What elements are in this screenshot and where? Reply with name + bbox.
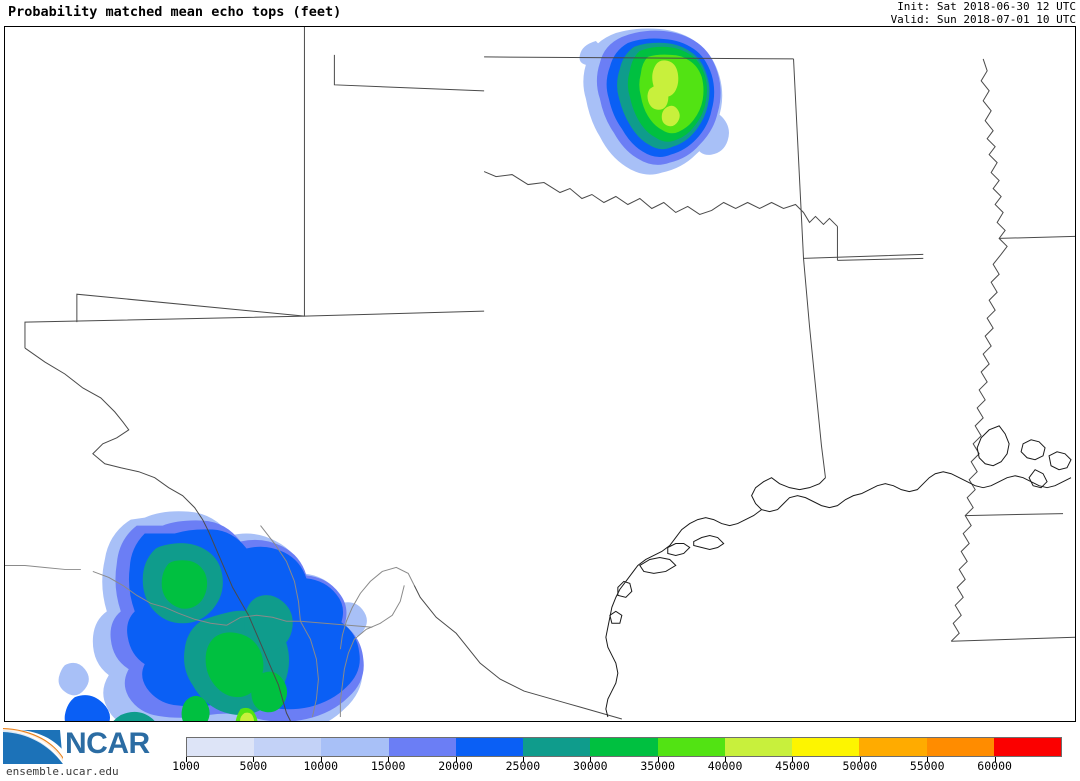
colorbar-tick-8: [725, 757, 727, 762]
colorbar-label-50000: 50000: [842, 759, 878, 773]
colorbar-band-3: [388, 738, 456, 756]
colorbar-label-60000: 60000: [977, 759, 1012, 773]
colorbar-tick-4: [455, 757, 457, 762]
colorbar-band-8: [724, 738, 793, 756]
forecast-map[interactable]: [4, 26, 1076, 722]
colorbar-label-30000: 30000: [572, 759, 608, 773]
colorbar-band-10: [859, 738, 927, 756]
forecast-timestamps: Init: Sat 2018-06-30 12 UTC Valid: Sun 2…: [890, 0, 1076, 26]
colorbar-band-5: [523, 738, 591, 756]
colorbar-band-4: [455, 738, 524, 756]
colorbar-tick-9: [792, 757, 794, 762]
colorbar-tick-1: [253, 757, 255, 762]
colorbar-label-10000: 10000: [303, 759, 339, 773]
colorbar-label-25000: 25000: [505, 759, 541, 773]
colorbar-label-35000: 35000: [640, 759, 675, 773]
colorbar-tick-12: [994, 757, 996, 762]
gulf-coastline: [605, 425, 1072, 718]
colorbar-tick-5: [522, 757, 524, 762]
colorbar-band-9: [792, 738, 860, 756]
ncar-logo-text: NCAR: [65, 727, 150, 760]
colorbar-label-55000: 55000: [909, 759, 945, 773]
map-canvas: [5, 27, 1075, 721]
init-time: Init: Sat 2018-06-30 12 UTC: [897, 0, 1076, 13]
colorbar-tick-labels: 1000 5000 10000 15000 20000 25000 30000 35000 40…: [0, 759, 1080, 779]
colorbar-ticks: [186, 757, 1062, 762]
page-title: Probability matched mean echo tops (feet…: [8, 4, 342, 20]
ncar-logo[interactable]: NCAR ensemble.ucar.edu: [2, 727, 172, 779]
colorbar-label-40000: 40000: [707, 759, 743, 773]
colorbar-tick-6: [590, 757, 592, 762]
colorbar-band-12: [993, 738, 1062, 756]
colorbar-tick-2: [320, 757, 322, 762]
colorbar-label-45000: 45000: [775, 759, 810, 773]
colorbar-tick-0: [186, 757, 187, 762]
colorbar-band-0: [187, 738, 255, 756]
colorbar-tick-11: [927, 757, 929, 762]
echo-field-oklahoma: [579, 28, 729, 175]
colorbar-label-5000: 5000: [239, 759, 268, 773]
colorbar[interactable]: [186, 737, 1062, 762]
colorbar-band-1: [254, 738, 322, 756]
colorbar-tick-7: [657, 757, 659, 762]
echo-field-southwest-texas: [58, 511, 367, 721]
ncar-logo-url: ensemble.ucar.edu: [6, 765, 119, 778]
colorbar-label-20000: 20000: [438, 759, 473, 773]
valid-time: Valid: Sun 2018-07-01 10 UTC: [890, 12, 1076, 26]
colorbar-band-2: [321, 738, 389, 756]
colorbar-band-11: [926, 738, 994, 756]
state-boundaries: [5, 27, 1075, 721]
colorbar-tick-10: [859, 757, 861, 762]
colorbar-label-1000: 1000: [172, 759, 200, 773]
colorbar-bands: [186, 737, 1062, 757]
colorbar-label-15000: 15000: [370, 759, 406, 773]
colorbar-tick-3: [388, 757, 390, 762]
ncar-logo-mark: [3, 728, 63, 764]
colorbar-band-6: [590, 738, 658, 756]
colorbar-band-7: [657, 738, 725, 756]
